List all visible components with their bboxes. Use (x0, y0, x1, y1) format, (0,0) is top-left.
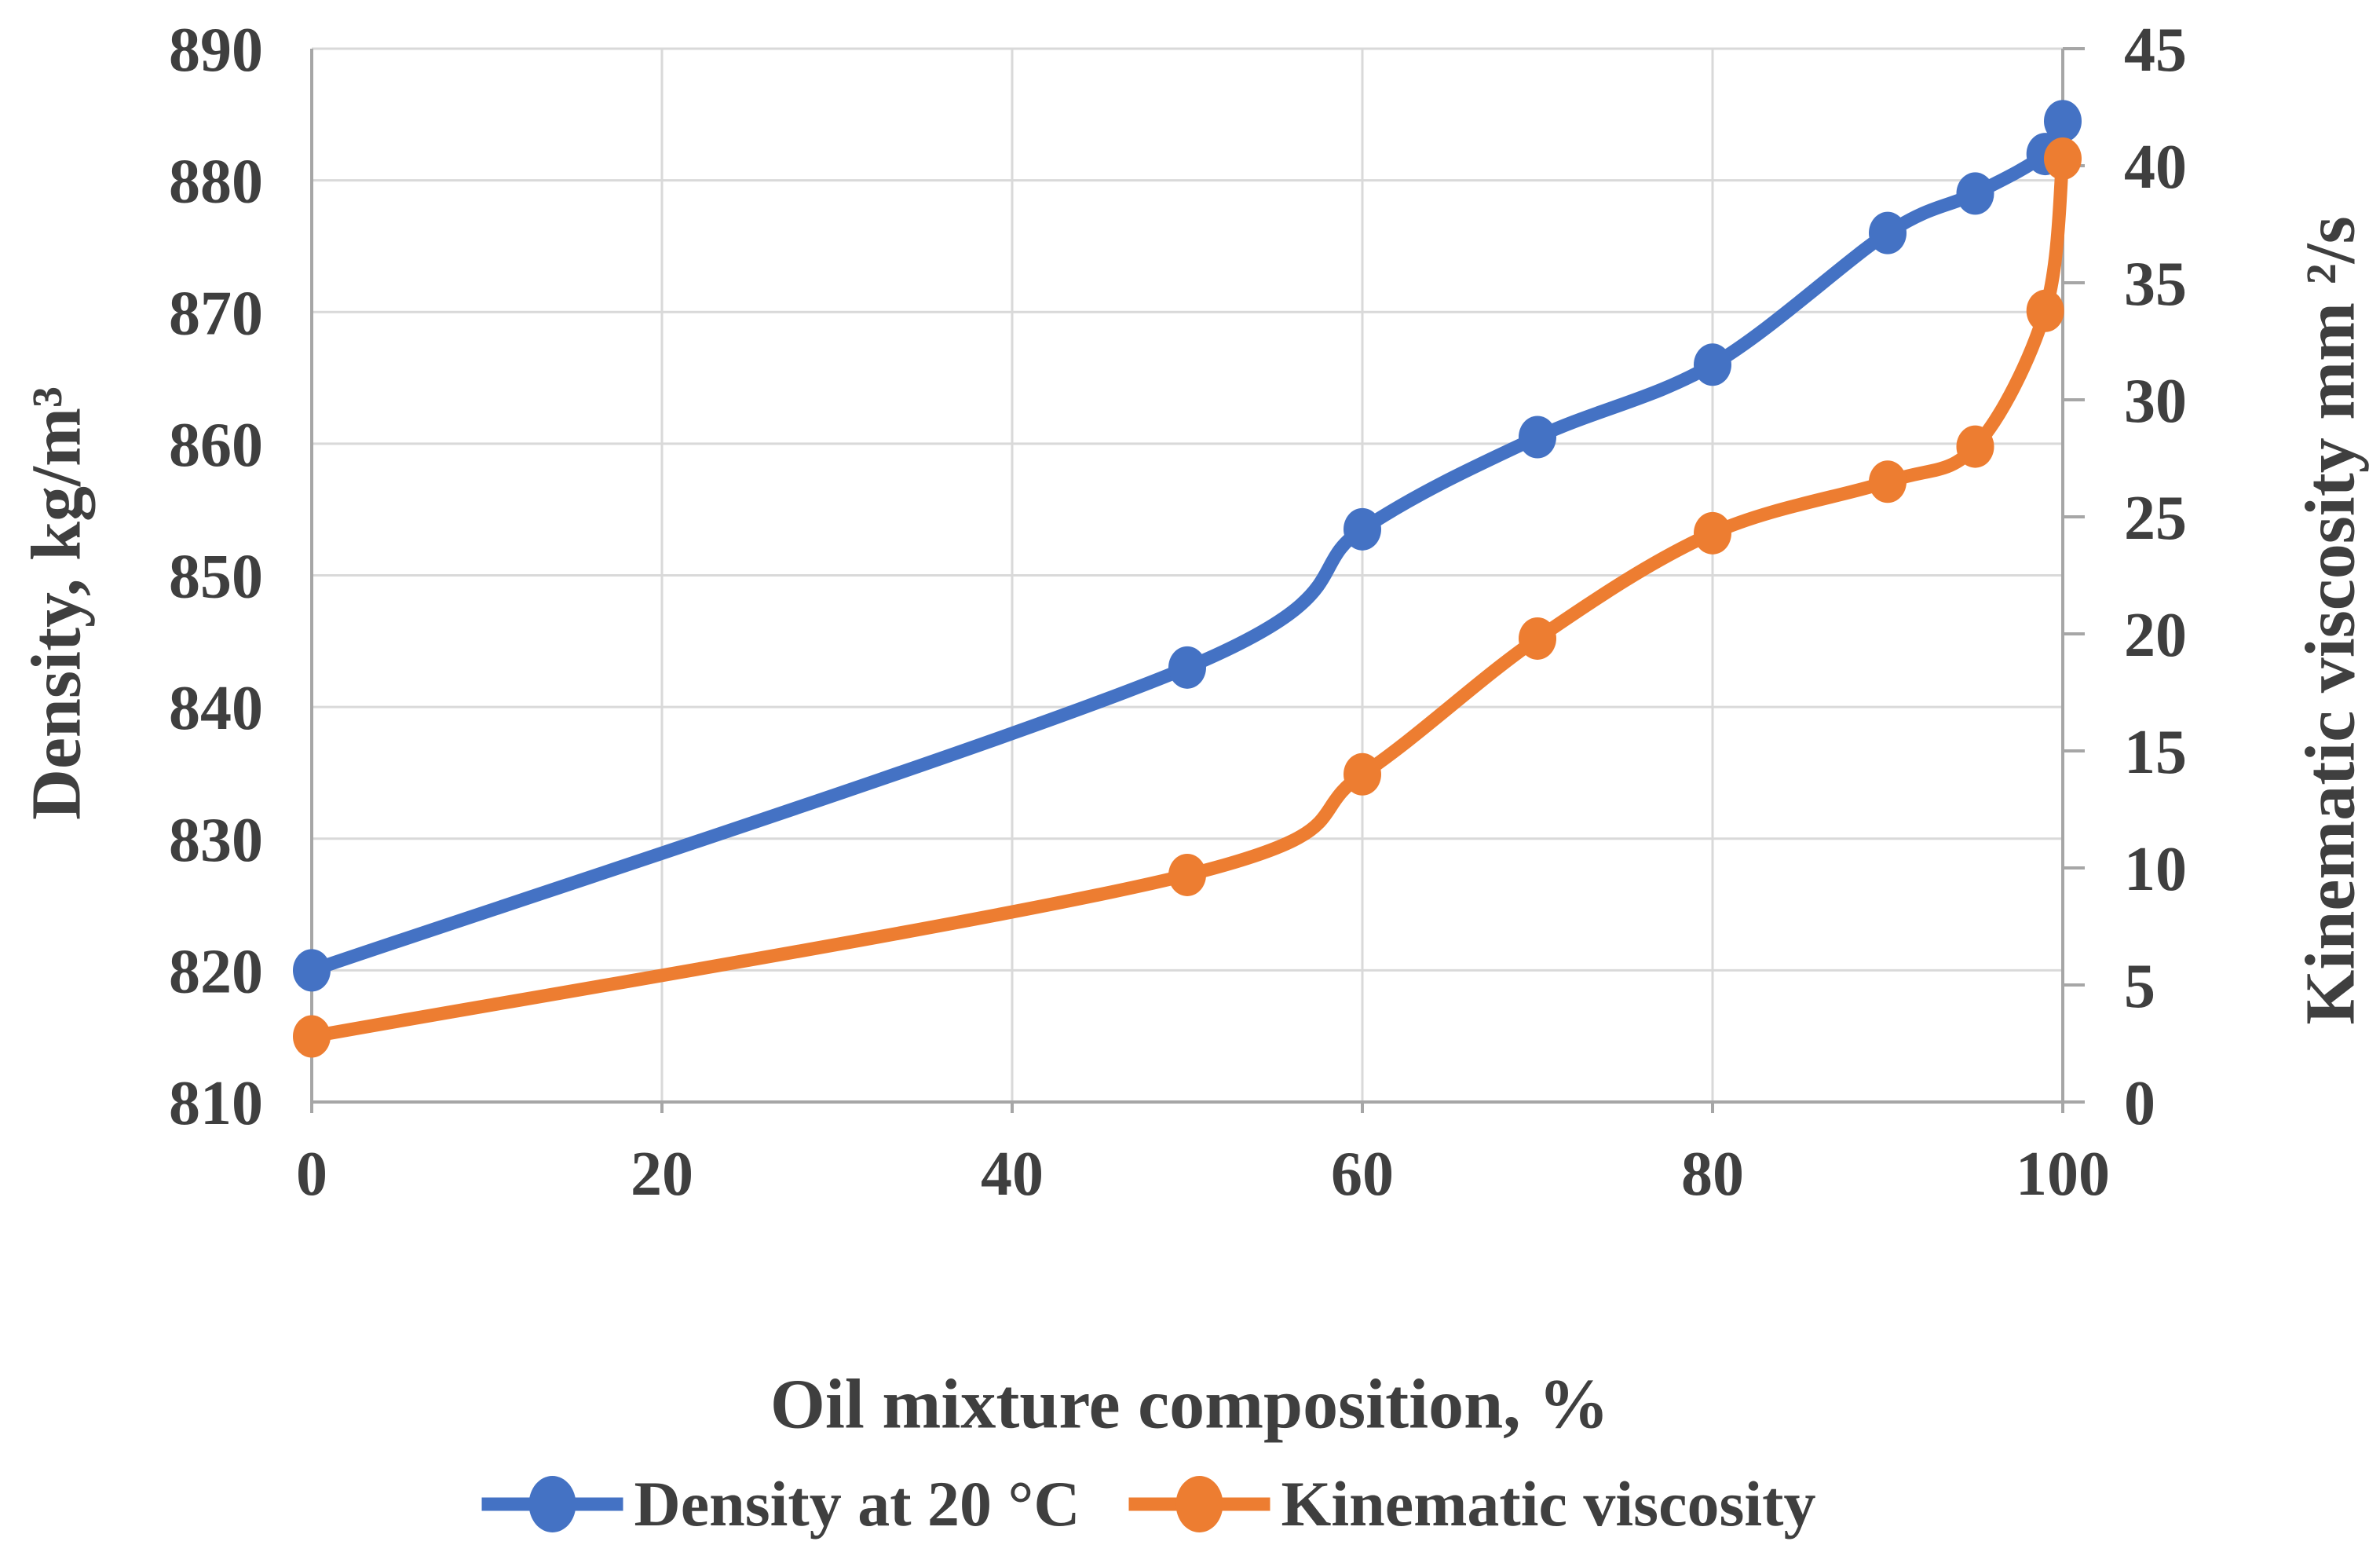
x-axis-tick-label: 0 (296, 1140, 327, 1209)
right-axis-tick-label: 20 (2124, 601, 2187, 670)
right-axis-title: Kinematic viscosity mm ²/s (2291, 216, 2370, 1025)
left-axis-title: Density, kg/m³ (17, 386, 96, 821)
right-axis-tick-label: 30 (2124, 367, 2187, 436)
left-axis-tick-label: 830 (169, 806, 263, 875)
right-axis-tick-label: 45 (2124, 16, 2187, 85)
left-axis-tick-label: 860 (169, 411, 263, 480)
data-point-marker (2044, 137, 2082, 181)
x-axis-tick-label: 100 (2016, 1140, 2110, 1209)
data-point-marker (1694, 511, 1731, 555)
data-point-marker (1869, 460, 1907, 503)
left-axis-tick-label: 850 (169, 543, 263, 612)
data-point-marker (293, 949, 331, 992)
x-axis-tick-label: 80 (1681, 1140, 1744, 1209)
data-point-marker (1519, 617, 1556, 660)
left-axis-tick-label: 810 (169, 1069, 263, 1138)
data-point-marker (1168, 853, 1206, 896)
data-point-marker (1956, 172, 1994, 215)
legend: Density at 20 °C Kinematic viscosity (481, 1467, 1816, 1541)
legend-item: Density at 20 °C (481, 1467, 1080, 1541)
x-axis-tick-label: 40 (981, 1140, 1044, 1209)
data-point-marker (2026, 289, 2064, 332)
kinematic-viscosity-line (305, 152, 2070, 1044)
data-point-marker (1519, 416, 1556, 459)
right-axis-tick-label: 25 (2124, 484, 2187, 553)
data-point-marker (1956, 425, 1994, 468)
x-axis-tick-label: 60 (1331, 1140, 1394, 1209)
right-axis-tick-label: 40 (2124, 133, 2187, 202)
x-axis-title: Oil mixture composition, % (770, 1365, 1610, 1444)
legend-label: Kinematic viscosity (1281, 1468, 1816, 1540)
legend-item: Kinematic viscosity (1128, 1467, 1816, 1541)
right-axis-tick-label: 10 (2124, 835, 2187, 904)
data-point-marker (1168, 646, 1206, 689)
legend-label: Density at 20 °C (634, 1468, 1080, 1540)
left-axis-tick-label: 880 (169, 148, 263, 217)
right-axis-tick-label: 5 (2124, 952, 2155, 1021)
left-axis-tick-label: 870 (169, 279, 263, 348)
left-axis-tick-label: 890 (169, 16, 263, 85)
legend-marker-icon (481, 1476, 623, 1532)
x-axis-tick-label: 20 (631, 1140, 693, 1209)
data-point-marker (2044, 100, 2082, 143)
right-axis-tick-label: 15 (2124, 718, 2187, 787)
density-at-20-c-line (305, 114, 2070, 977)
data-point-marker (1344, 752, 1381, 796)
right-axis-tick-label: 0 (2124, 1069, 2155, 1138)
data-point-marker (1344, 507, 1381, 551)
data-point-marker (1694, 343, 1731, 386)
left-axis-tick-label: 840 (169, 674, 263, 743)
data-point-marker (1869, 211, 1907, 254)
data-point-marker (293, 1015, 331, 1058)
legend-marker-icon (1128, 1476, 1270, 1532)
right-axis-tick-label: 35 (2124, 250, 2187, 319)
left-axis-tick-label: 820 (169, 937, 263, 1006)
